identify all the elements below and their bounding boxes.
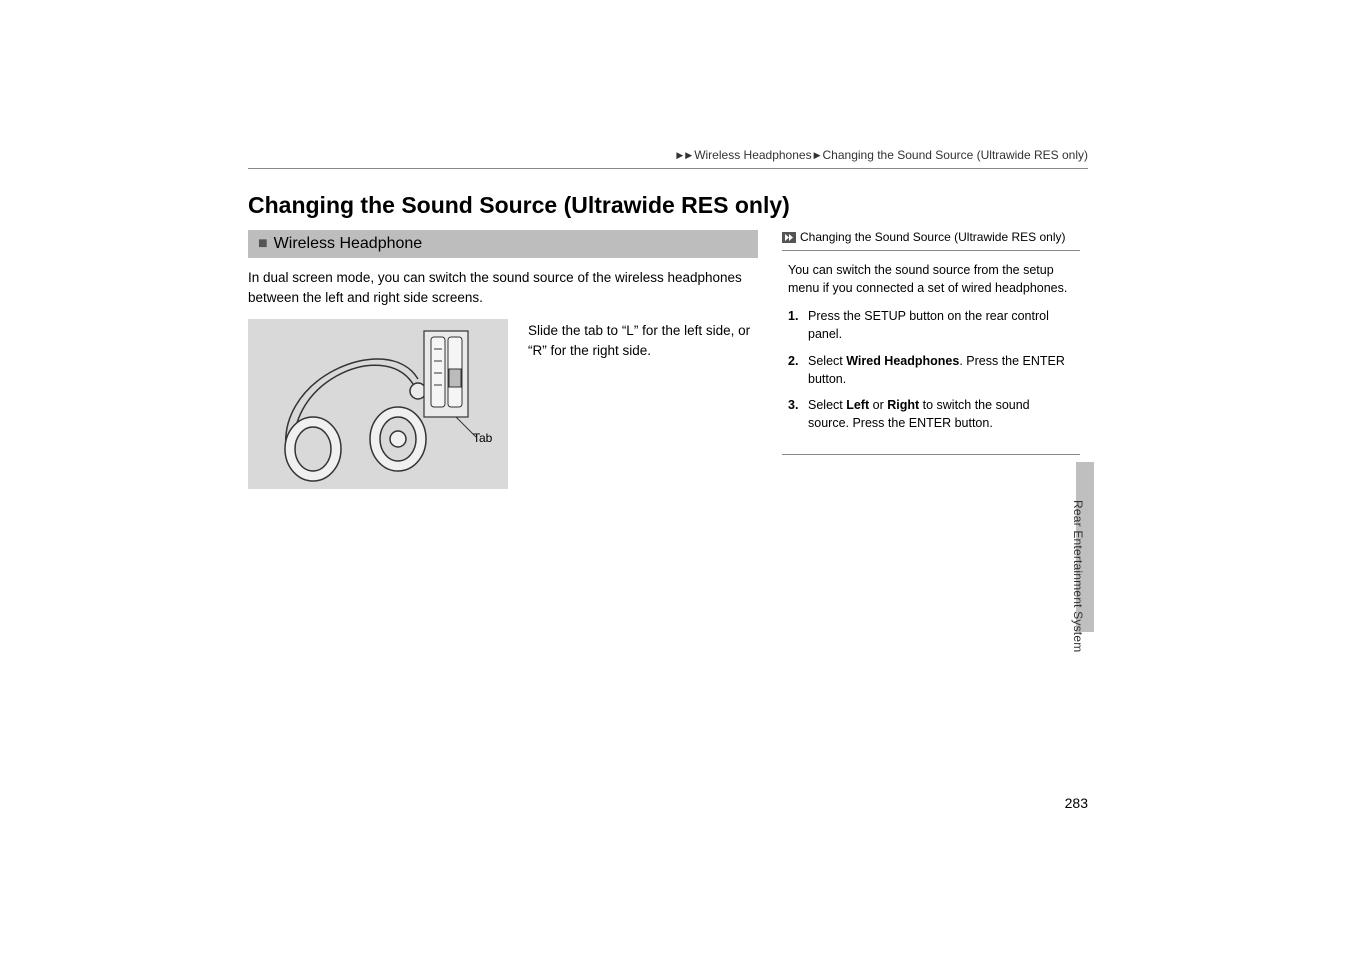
sidebar-title: Changing the Sound Source (Ultrawide RES… — [800, 230, 1065, 244]
headphone-figure: Tab — [248, 319, 508, 489]
breadcrumb-arrow-icon: ▶ — [814, 150, 821, 161]
figure-row: Tab Slide the tab to “L” for the left si… — [248, 319, 758, 489]
breadcrumb-arrow-icon: ▶ — [676, 150, 683, 161]
section-title: Changing the Sound Source (Ultrawide RES… — [248, 192, 790, 219]
page-number: 283 — [1065, 795, 1088, 811]
breadcrumb: ▶ ▶ Wireless Headphones ▶ Changing the S… — [676, 148, 1088, 162]
sidebar-step-1: 1. Press the SETUP button on the rear co… — [788, 307, 1074, 343]
figure-caption: Slide the tab to “L” for the left side, … — [528, 319, 753, 360]
sidebar-intro: You can switch the sound source from the… — [788, 261, 1074, 297]
horizontal-rule — [248, 168, 1088, 169]
step-number: 1. — [788, 307, 808, 343]
step-text: Press the SETUP button on the rear contr… — [808, 307, 1074, 343]
subsection-body: In dual screen mode, you can switch the … — [248, 268, 758, 307]
square-bullet-icon: ■ — [258, 235, 268, 252]
sidebar-step-3: 3. Select Left or Right to switch the so… — [788, 396, 1074, 432]
step-number: 3. — [788, 396, 808, 432]
note-icon — [782, 232, 796, 243]
sidebar-steps: 1. Press the SETUP button on the rear co… — [788, 307, 1074, 432]
sidebar-box: You can switch the sound source from the… — [782, 250, 1080, 455]
sidebar-step-2: 2. Select Wired Headphones. Press the EN… — [788, 352, 1074, 388]
breadcrumb-seg-2: Changing the Sound Source (Ultrawide RES… — [823, 148, 1088, 162]
subsection-title: Wireless Headphone — [274, 235, 423, 252]
figure-label-tab: Tab — [473, 431, 492, 445]
step-text: Select Wired Headphones. Press the ENTER… — [808, 352, 1074, 388]
main-column: ■ Wireless Headphone In dual screen mode,… — [248, 230, 758, 489]
page-root: ▶ ▶ Wireless Headphones ▶ Changing the S… — [0, 0, 1350, 954]
headphone-illustration-icon — [248, 319, 508, 489]
side-index-label: Rear Entertainment System — [1071, 500, 1085, 652]
sidebar-title-row: Changing the Sound Source (Ultrawide RES… — [782, 230, 1080, 244]
breadcrumb-seg-1: Wireless Headphones — [694, 148, 811, 162]
subsection-header: ■ Wireless Headphone — [248, 230, 758, 258]
step-number: 2. — [788, 352, 808, 388]
sidebar: Changing the Sound Source (Ultrawide RES… — [782, 230, 1080, 455]
breadcrumb-arrow-icon: ▶ — [685, 150, 692, 161]
step-text: Select Left or Right to switch the sound… — [808, 396, 1074, 432]
